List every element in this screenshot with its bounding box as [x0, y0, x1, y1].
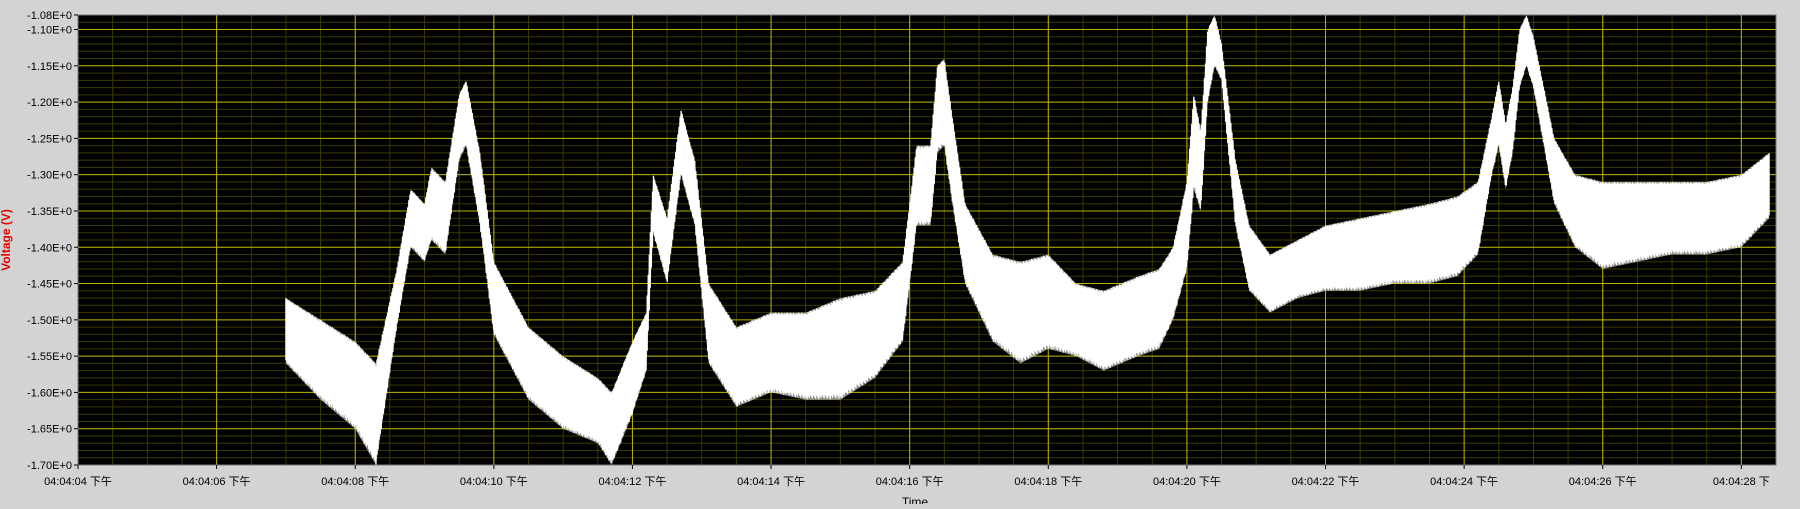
x-tick-label: 04:04:28 下	[1713, 476, 1770, 488]
trace-layer	[285, 15, 1770, 465]
x-tick-label: 04:04:12 下午	[599, 475, 667, 488]
y-tick-label: -1.35E+0	[27, 206, 72, 218]
voltage-trace-envelope	[285, 15, 1770, 465]
y-tick-label: -1.45E+0	[27, 279, 72, 291]
x-tick-label: 04:04:06 下午	[183, 475, 251, 488]
y-tick-label: -1.20E+0	[27, 97, 72, 109]
x-tick-label: 04:04:26 下午	[1569, 475, 1637, 488]
x-tick-label: 04:04:16 下午	[876, 475, 944, 488]
y-tick-label: -1.60E+0	[27, 387, 72, 399]
y-tick-label: -1.50E+0	[27, 315, 72, 327]
x-tick-label: 04:04:22 下午	[1292, 475, 1360, 488]
y-tick-label: -1.70E+0	[27, 460, 72, 472]
y-tick-label: -1.55E+0	[27, 351, 72, 363]
x-tick-label: 04:04:14 下午	[737, 475, 805, 488]
y-tick-label: -1.10E+0	[27, 25, 72, 37]
x-tick-label: 04:04:04 下午	[44, 475, 112, 488]
y-tick-label: -1.30E+0	[27, 170, 72, 182]
x-axis-label: Time	[902, 495, 929, 504]
x-tick-label: 04:04:24 下午	[1430, 475, 1498, 488]
x-tick-label: 04:04:20 下午	[1153, 475, 1221, 488]
plot-border	[77, 14, 1777, 466]
y-axis-label: Voltage (V)	[0, 209, 13, 271]
y-tick-label: -1.15E+0	[27, 61, 72, 73]
x-axis-ticks: 04:04:04 下午 04:04:06 下午 04:04:08 下午 04:04:1…	[44, 465, 1770, 488]
x-tick-label: 04:04:08 下午	[321, 475, 389, 488]
y-tick-label: -1.65E+0	[27, 424, 72, 436]
y-tick-label: -1.08E+0	[27, 10, 72, 22]
x-tick-label: 04:04:18 下午	[1014, 475, 1082, 488]
y-axis-ticks: -1.08E+0 -1.10E+0 -1.15E+0 -1.20E+0 -1.25E+0…	[27, 10, 78, 472]
x-tick-label: 04:04:10 下午	[460, 475, 528, 488]
y-tick-label: -1.25E+0	[27, 133, 72, 145]
y-tick-label: -1.40E+0	[27, 242, 72, 254]
